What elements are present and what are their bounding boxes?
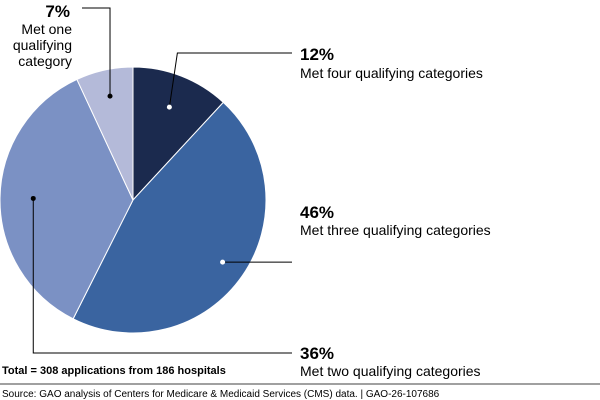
slice-three-percent: 46%: [300, 203, 334, 222]
leader-two-dot: [30, 195, 36, 201]
pie-slice-three: [72, 101, 267, 334]
pie-slice-four: [132, 66, 225, 202]
leader-one-dot: [107, 93, 113, 99]
slice-one-label-line-3: category: [18, 53, 72, 69]
pie-slice-one: [76, 66, 134, 201]
slice-two-percent: 36%: [300, 344, 334, 363]
total-note: Total = 308 applications from 186 hospit…: [2, 365, 226, 377]
leader-four-dot: [166, 104, 172, 110]
leader-four-line: [168, 52, 292, 108]
slice-four-label: Met four qualifying categories: [300, 65, 483, 81]
slice-three-label: Met three qualifying categories: [300, 222, 491, 238]
slice-one-label-line-2: qualifying: [13, 37, 72, 53]
leader-three-dot: [220, 259, 226, 265]
slice-two-label: Met two qualifying categories: [300, 363, 481, 379]
pie-slices: [0, 66, 267, 334]
leader-two-line: [32, 198, 292, 354]
slice-one-label-line-1: Met one: [21, 21, 72, 37]
slice-four-percent: 12%: [300, 45, 334, 64]
source-note: Source: GAO analysis of Centers for Medi…: [2, 389, 440, 400]
leader-one-line: [82, 7, 111, 97]
slice-one-percent: 7%: [45, 2, 70, 21]
leader-lines: [30, 7, 292, 354]
